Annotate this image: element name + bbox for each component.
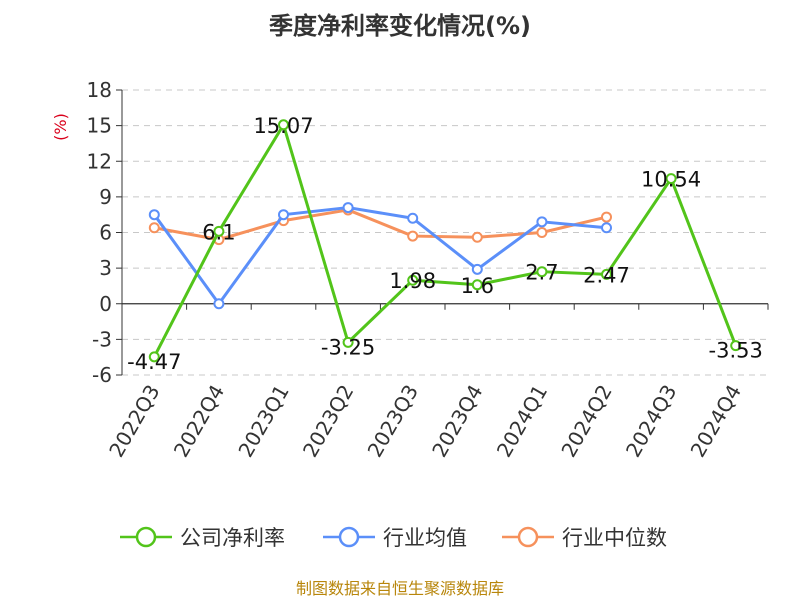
data-label: -3.25 — [321, 335, 375, 359]
x-tick-label: 2024Q3 — [621, 381, 681, 462]
data-point[interactable] — [601, 211, 612, 223]
data-point[interactable] — [665, 173, 677, 185]
data-point[interactable] — [342, 336, 354, 348]
data-label: 2.47 — [583, 263, 630, 287]
y-tick-label: 12 — [87, 149, 112, 173]
data-point[interactable] — [536, 216, 548, 228]
data-point[interactable] — [536, 227, 548, 238]
source-note: 制图数据来自恒生聚源数据库 — [296, 579, 504, 598]
y-axis-label: (%) — [51, 113, 70, 141]
data-point[interactable] — [407, 230, 419, 242]
x-tick-label: 2023Q3 — [363, 381, 423, 462]
data-label: 1.6 — [461, 274, 494, 298]
data-point[interactable] — [471, 263, 483, 275]
x-tick-label: 2022Q4 — [169, 381, 229, 462]
legend-marker — [517, 526, 539, 548]
data-label: 10.54 — [641, 168, 701, 192]
legend-label: 行业均值 — [383, 526, 467, 550]
data-point[interactable] — [407, 212, 419, 224]
legend-item[interactable]: 行业中位数 — [502, 526, 667, 550]
series-line — [154, 208, 607, 242]
y-tick-label: -3 — [92, 327, 112, 351]
legend-label: 行业中位数 — [562, 526, 667, 550]
y-tick-label: 0 — [99, 292, 112, 316]
x-tick-label: 2024Q2 — [556, 381, 616, 462]
x-tick-label: 2023Q4 — [427, 381, 487, 462]
data-point[interactable] — [471, 279, 483, 291]
x-tick-label: 2024Q1 — [492, 381, 552, 462]
x-tick-label: 2023Q2 — [298, 381, 358, 462]
data-label: -4.47 — [127, 350, 181, 374]
data-point[interactable] — [278, 209, 289, 221]
data-labels: -4.47 6.1 15.07 -3.25 1.98 1.6 2.7 2.47 10.54 -3.… — [127, 114, 763, 374]
legend-item[interactable]: 行业均值 — [323, 526, 467, 550]
y-tick-label: -6 — [92, 363, 112, 387]
y-tick-label: 15 — [87, 114, 112, 138]
data-point[interactable] — [278, 119, 289, 131]
y-tick-label: 18 — [87, 78, 112, 102]
data-point[interactable] — [213, 298, 225, 310]
legend-marker — [135, 526, 157, 548]
grid-lines — [122, 89, 768, 376]
data-point[interactable] — [730, 340, 742, 352]
data-point[interactable] — [601, 268, 612, 280]
x-tick-label: 2024Q4 — [686, 381, 746, 462]
data-point[interactable] — [148, 351, 160, 363]
legend-item[interactable]: 公司净利率 — [120, 526, 285, 550]
y-tick-label: 6 — [99, 221, 112, 245]
data-point[interactable] — [601, 222, 612, 234]
data-point[interactable] — [471, 231, 483, 243]
data-point[interactable] — [536, 266, 548, 278]
data-point[interactable] — [407, 274, 419, 286]
chart-title: 季度净利率变化情况(%) — [269, 12, 531, 40]
data-point[interactable] — [148, 209, 160, 221]
data-label: 1.98 — [389, 269, 436, 293]
data-label: -3.53 — [709, 339, 763, 363]
x-tick-label: 2023Q1 — [233, 381, 293, 462]
data-point[interactable] — [342, 202, 354, 214]
data-label: 2.7 — [525, 261, 558, 285]
series-line — [153, 206, 607, 306]
data-label: 6.1 — [202, 220, 235, 244]
y-tick-label: 9 — [99, 185, 112, 209]
legend-label: 公司净利率 — [180, 526, 285, 550]
legend-marker — [338, 526, 360, 548]
x-tick-label: 2022Q3 — [104, 381, 164, 462]
data-point[interactable] — [148, 222, 160, 234]
y-tick-label: 3 — [99, 256, 112, 280]
legend[interactable]: 公司净利率 行业均值 行业中位数 — [120, 526, 667, 550]
series-line — [152, 123, 738, 358]
data-label: 15.07 — [253, 114, 313, 138]
series-lines — [148, 119, 742, 363]
data-point[interactable] — [213, 225, 225, 237]
